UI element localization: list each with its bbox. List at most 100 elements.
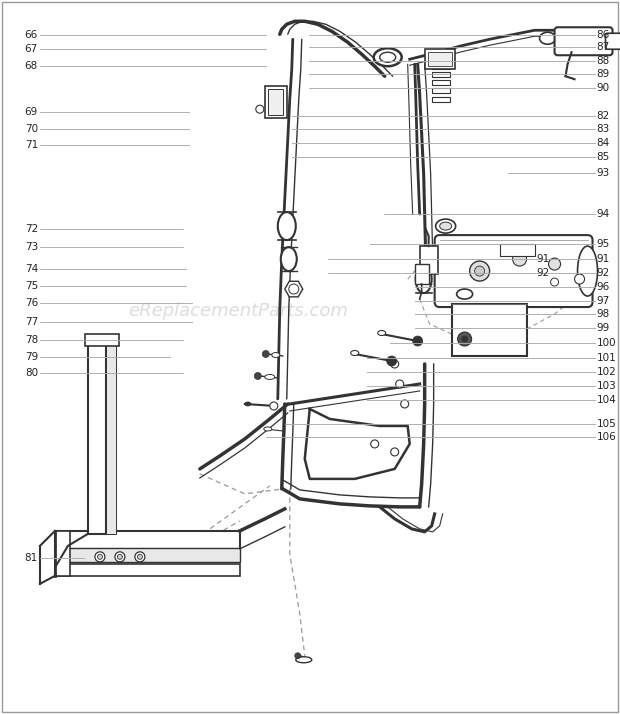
Text: 79: 79 [25, 352, 38, 362]
Text: 103: 103 [596, 381, 616, 391]
Ellipse shape [265, 374, 275, 379]
Text: 80: 80 [25, 368, 38, 378]
Bar [106, 344, 116, 534]
Text: 91: 91 [536, 253, 550, 263]
Text: 92: 92 [536, 268, 550, 278]
Circle shape [513, 252, 526, 266]
Ellipse shape [281, 247, 297, 271]
Bar [432, 97, 450, 102]
Text: 68: 68 [25, 61, 38, 71]
FancyBboxPatch shape [435, 235, 593, 307]
Bar [268, 89, 283, 115]
Ellipse shape [379, 52, 396, 62]
Ellipse shape [415, 265, 432, 293]
Bar [428, 52, 451, 66]
FancyBboxPatch shape [606, 34, 620, 49]
Text: 76: 76 [25, 298, 38, 308]
Circle shape [396, 380, 404, 388]
Text: 84: 84 [596, 138, 610, 148]
Circle shape [97, 554, 102, 559]
Text: 98: 98 [596, 309, 610, 319]
Text: 82: 82 [596, 111, 610, 121]
Circle shape [371, 440, 379, 448]
Circle shape [95, 552, 105, 562]
Text: 89: 89 [596, 69, 610, 79]
Text: 94: 94 [596, 209, 610, 219]
Bar [415, 264, 428, 284]
Text: 72: 72 [25, 223, 38, 233]
Ellipse shape [374, 49, 402, 66]
Text: 105: 105 [596, 419, 616, 429]
Circle shape [289, 284, 299, 294]
Bar [500, 244, 534, 256]
Bar [265, 86, 287, 119]
Bar [432, 89, 450, 94]
Text: 83: 83 [596, 124, 610, 134]
Ellipse shape [296, 657, 312, 663]
Circle shape [138, 554, 143, 559]
Bar [85, 334, 119, 346]
Bar [425, 49, 454, 69]
Circle shape [117, 554, 122, 559]
Text: 81: 81 [25, 553, 38, 563]
Circle shape [254, 373, 261, 379]
Bar [420, 246, 438, 274]
Bar [55, 548, 240, 562]
Ellipse shape [436, 219, 456, 233]
Bar [55, 531, 240, 549]
Text: 100: 100 [596, 338, 616, 348]
Text: eReplacementParts.com: eReplacementParts.com [128, 301, 348, 320]
Ellipse shape [351, 351, 359, 356]
Text: 106: 106 [596, 432, 616, 442]
Text: 67: 67 [25, 44, 38, 54]
Ellipse shape [457, 289, 472, 299]
Text: 73: 73 [25, 242, 38, 252]
Circle shape [115, 552, 125, 562]
Circle shape [458, 332, 472, 346]
Circle shape [294, 653, 301, 659]
Text: 92: 92 [596, 268, 610, 278]
Text: 91: 91 [596, 253, 610, 263]
Circle shape [413, 336, 423, 346]
Ellipse shape [278, 212, 296, 240]
Text: 74: 74 [25, 263, 38, 273]
Ellipse shape [539, 32, 556, 44]
Ellipse shape [264, 427, 272, 431]
Text: 93: 93 [596, 168, 610, 178]
Circle shape [391, 448, 399, 456]
Text: 70: 70 [25, 124, 38, 134]
Bar [432, 64, 450, 69]
Text: 90: 90 [596, 83, 609, 93]
Circle shape [551, 278, 559, 286]
Bar [88, 344, 106, 534]
Text: 85: 85 [596, 152, 610, 162]
Circle shape [387, 356, 397, 366]
Ellipse shape [272, 353, 280, 358]
Text: 102: 102 [596, 367, 616, 377]
FancyBboxPatch shape [554, 27, 613, 55]
Circle shape [401, 400, 409, 408]
Text: 95: 95 [596, 239, 610, 249]
Bar [432, 72, 450, 77]
Bar [432, 80, 450, 85]
Circle shape [462, 336, 467, 342]
Text: 78: 78 [25, 335, 38, 345]
Text: 69: 69 [25, 107, 38, 117]
Text: 99: 99 [596, 323, 610, 333]
Text: 86: 86 [596, 29, 610, 39]
Text: 66: 66 [25, 29, 38, 39]
Circle shape [270, 402, 278, 410]
Circle shape [391, 360, 399, 368]
Ellipse shape [245, 402, 251, 406]
Text: 87: 87 [596, 42, 610, 52]
Bar [451, 304, 526, 356]
Text: 104: 104 [596, 395, 616, 405]
Circle shape [135, 552, 145, 562]
Text: 96: 96 [596, 282, 610, 292]
Text: 77: 77 [25, 317, 38, 327]
Circle shape [256, 105, 264, 114]
Circle shape [475, 266, 485, 276]
Text: 71: 71 [25, 140, 38, 150]
Text: 101: 101 [596, 353, 616, 363]
Circle shape [575, 274, 585, 284]
